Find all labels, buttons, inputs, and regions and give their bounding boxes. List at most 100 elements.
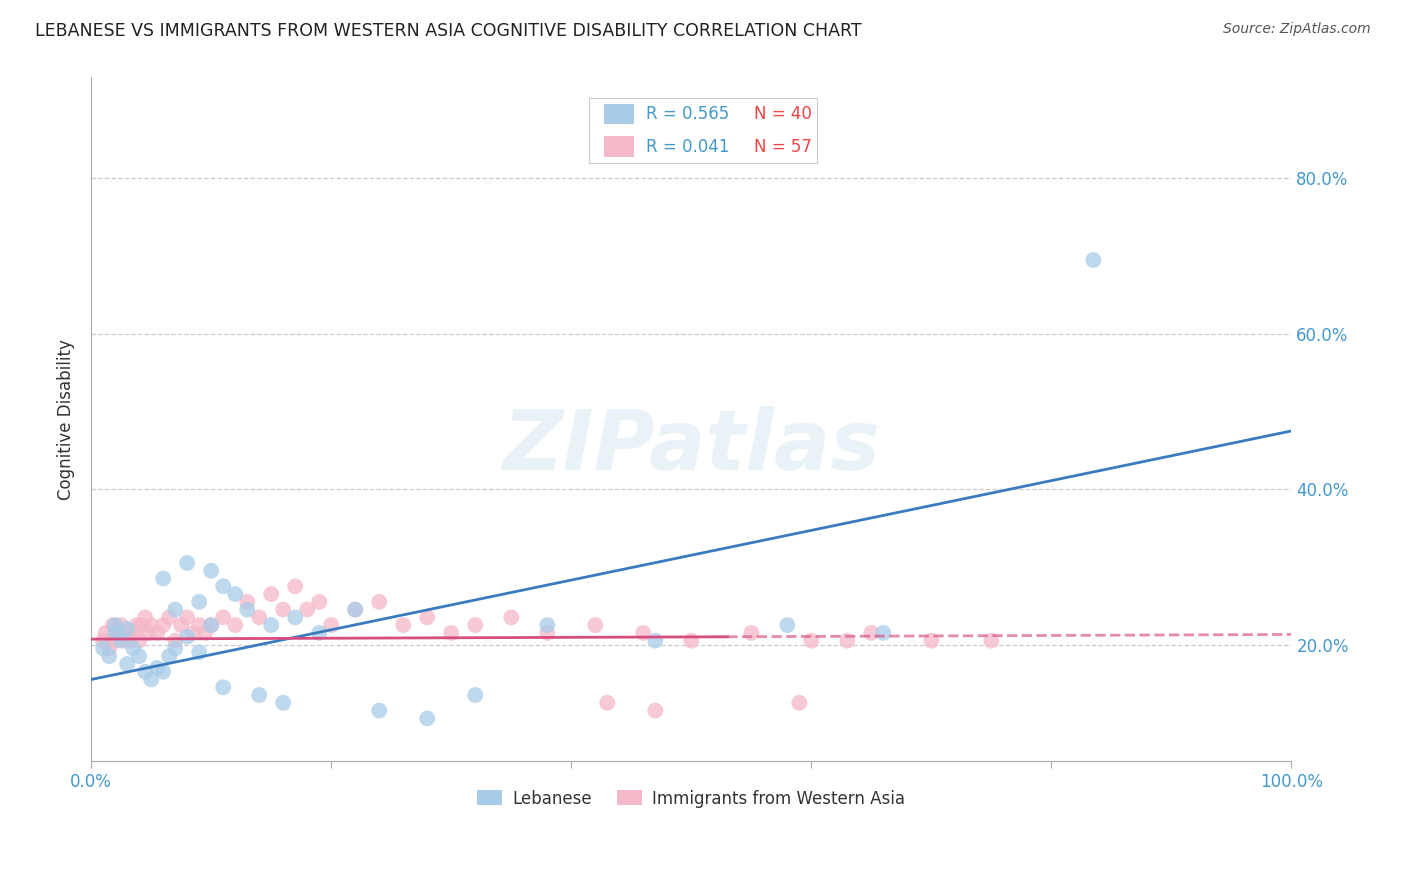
Point	[165, 641, 187, 656]
Point	[368, 595, 391, 609]
Point	[98, 641, 121, 656]
Text: R = 0.041: R = 0.041	[645, 137, 730, 156]
Point	[536, 618, 558, 632]
Point	[98, 649, 121, 664]
Point	[392, 618, 415, 632]
Point	[633, 626, 655, 640]
Point	[114, 633, 136, 648]
Point	[165, 602, 187, 616]
Point	[188, 595, 211, 609]
Point	[212, 610, 235, 624]
Point	[260, 587, 283, 601]
Point	[860, 626, 883, 640]
Point	[128, 633, 150, 648]
Point	[188, 618, 211, 632]
Point	[644, 633, 666, 648]
Point	[141, 618, 163, 632]
Point	[416, 610, 439, 624]
Text: R = 0.565: R = 0.565	[645, 105, 728, 123]
Point	[583, 618, 606, 632]
Point	[170, 618, 193, 632]
Point	[501, 610, 523, 624]
Point	[157, 649, 180, 664]
Point	[122, 626, 145, 640]
Legend: Lebanese, Immigrants from Western Asia: Lebanese, Immigrants from Western Asia	[471, 783, 911, 814]
Point	[440, 626, 463, 640]
Point	[776, 618, 799, 632]
Point	[872, 626, 894, 640]
Point	[1083, 252, 1105, 267]
Point	[236, 602, 259, 616]
Point	[536, 626, 558, 640]
Point	[295, 602, 318, 616]
Point	[118, 633, 141, 648]
Point	[344, 602, 367, 616]
Point	[308, 626, 330, 640]
Point	[110, 618, 132, 632]
Point	[212, 579, 235, 593]
Point	[681, 633, 703, 648]
Point	[464, 618, 486, 632]
Point	[308, 595, 330, 609]
Point	[416, 711, 439, 725]
Point	[980, 633, 1002, 648]
Point	[104, 618, 127, 632]
Point	[247, 610, 270, 624]
Point	[94, 626, 117, 640]
Point	[224, 587, 246, 601]
Point	[920, 633, 942, 648]
Point	[837, 633, 859, 648]
Point	[157, 610, 180, 624]
Text: Source: ZipAtlas.com: Source: ZipAtlas.com	[1223, 22, 1371, 37]
FancyBboxPatch shape	[603, 136, 634, 157]
Point	[138, 626, 160, 640]
Point	[141, 673, 163, 687]
Point	[122, 641, 145, 656]
Point	[800, 633, 823, 648]
Point	[284, 610, 307, 624]
Point	[91, 641, 114, 656]
Point	[212, 680, 235, 694]
FancyBboxPatch shape	[603, 104, 634, 125]
Text: ZIPatlas: ZIPatlas	[502, 406, 880, 487]
Point	[464, 688, 486, 702]
Point	[131, 618, 153, 632]
Point	[101, 618, 124, 632]
Point	[188, 645, 211, 659]
Point	[181, 626, 204, 640]
Point	[107, 626, 129, 640]
Point	[152, 572, 174, 586]
Point	[176, 610, 198, 624]
Text: N = 57: N = 57	[754, 137, 811, 156]
Point	[152, 618, 174, 632]
Point	[115, 657, 138, 671]
Y-axis label: Cognitive Disability: Cognitive Disability	[58, 339, 75, 500]
Point	[152, 665, 174, 679]
Point	[125, 618, 148, 632]
Point	[344, 602, 367, 616]
Point	[200, 618, 222, 632]
Point	[236, 595, 259, 609]
Point	[260, 618, 283, 632]
Point	[644, 704, 666, 718]
Point	[284, 579, 307, 593]
Point	[176, 630, 198, 644]
Point	[247, 688, 270, 702]
Point	[134, 665, 156, 679]
Point	[271, 696, 294, 710]
Point	[321, 618, 343, 632]
Point	[146, 626, 169, 640]
Point	[200, 618, 222, 632]
Point	[789, 696, 811, 710]
Point	[271, 602, 294, 616]
Point	[104, 633, 127, 648]
Point	[224, 618, 246, 632]
Point	[165, 633, 187, 648]
FancyBboxPatch shape	[589, 98, 817, 163]
Point	[368, 704, 391, 718]
Point	[740, 626, 762, 640]
Text: LEBANESE VS IMMIGRANTS FROM WESTERN ASIA COGNITIVE DISABILITY CORRELATION CHART: LEBANESE VS IMMIGRANTS FROM WESTERN ASIA…	[35, 22, 862, 40]
Point	[104, 626, 127, 640]
Point	[176, 556, 198, 570]
Point	[91, 633, 114, 648]
